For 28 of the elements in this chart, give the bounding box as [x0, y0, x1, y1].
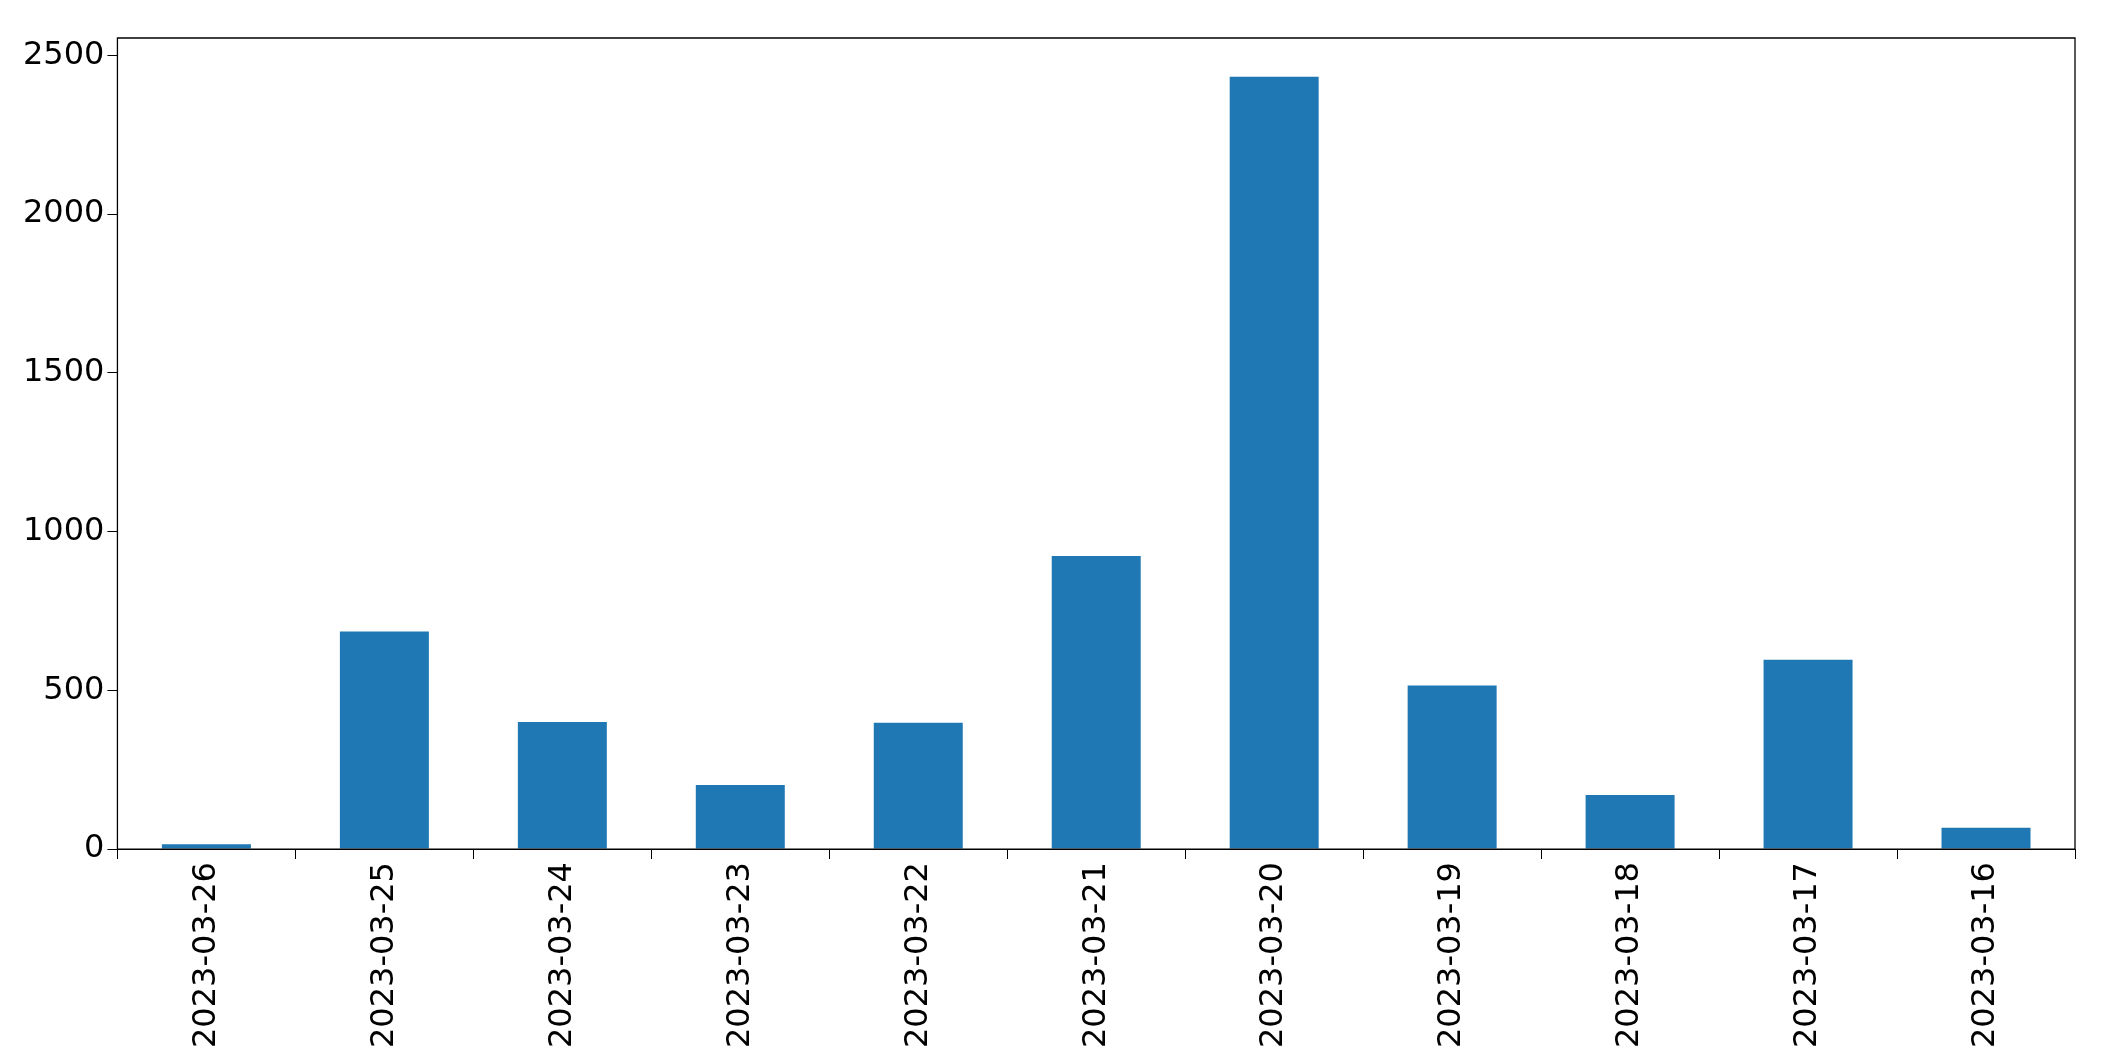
x-tick-label: 2023-03-18 — [1608, 862, 1647, 1048]
x-tick-label: 2023-03-26 — [184, 862, 223, 1048]
bar — [1763, 659, 1853, 849]
bar — [161, 844, 251, 849]
bar — [1229, 76, 1319, 849]
x-tick-label: 2023-03-25 — [362, 862, 401, 1048]
bar — [873, 722, 963, 849]
y-tick-label: 500 — [43, 668, 105, 707]
bar — [517, 722, 607, 849]
y-tick-label: 2000 — [23, 192, 105, 231]
bar — [1941, 827, 2031, 849]
y-tick-label: 0 — [84, 827, 105, 866]
bar — [695, 784, 785, 849]
x-tick-label: 2023-03-23 — [718, 862, 757, 1048]
y-tick-label: 1000 — [23, 509, 105, 548]
y-tick-label: 2500 — [23, 33, 105, 72]
bar — [1585, 795, 1675, 849]
bar — [1051, 556, 1141, 849]
bar — [339, 631, 429, 849]
x-tick-label: 2023-03-21 — [1074, 862, 1113, 1048]
x-tick-label: 2023-03-17 — [1786, 862, 1825, 1048]
x-tick-label: 2023-03-16 — [1964, 862, 2003, 1048]
x-tick-label: 2023-03-22 — [896, 862, 935, 1048]
y-tick-label: 1500 — [23, 351, 105, 390]
x-tick-label: 2023-03-19 — [1430, 862, 1469, 1048]
x-tick-label: 2023-03-24 — [540, 862, 579, 1048]
x-tick-label: 2023-03-20 — [1252, 862, 1291, 1048]
bar — [1407, 685, 1497, 849]
